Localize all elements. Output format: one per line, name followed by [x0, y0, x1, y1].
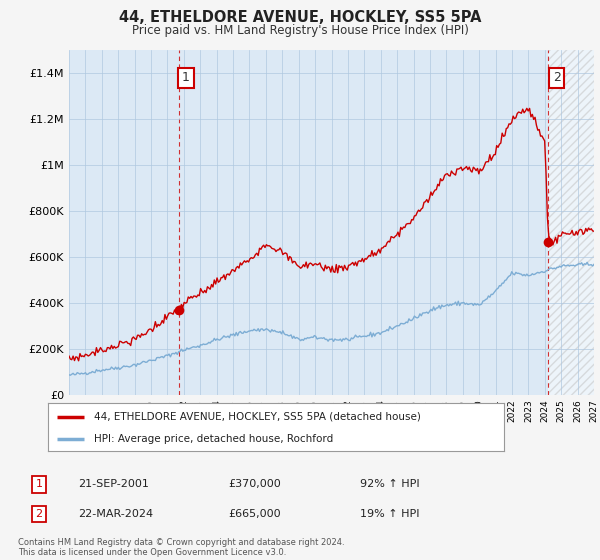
Text: £370,000: £370,000	[228, 479, 281, 489]
Text: 21-SEP-2001: 21-SEP-2001	[78, 479, 149, 489]
Text: £665,000: £665,000	[228, 509, 281, 519]
Text: 92% ↑ HPI: 92% ↑ HPI	[360, 479, 419, 489]
Bar	[548, 50, 594, 395]
Text: 44, ETHELDORE AVENUE, HOCKLEY, SS5 5PA (detached house): 44, ETHELDORE AVENUE, HOCKLEY, SS5 5PA (…	[94, 412, 421, 422]
Text: 19% ↑ HPI: 19% ↑ HPI	[360, 509, 419, 519]
Text: 2: 2	[35, 509, 43, 519]
Text: 1: 1	[35, 479, 43, 489]
Text: 22-MAR-2024: 22-MAR-2024	[78, 509, 153, 519]
Bar	[548, 50, 594, 395]
Text: Price paid vs. HM Land Registry's House Price Index (HPI): Price paid vs. HM Land Registry's House …	[131, 24, 469, 37]
Text: Contains HM Land Registry data © Crown copyright and database right 2024.
This d: Contains HM Land Registry data © Crown c…	[18, 538, 344, 557]
Text: 1: 1	[182, 72, 190, 85]
Text: 2: 2	[553, 72, 560, 85]
Text: 44, ETHELDORE AVENUE, HOCKLEY, SS5 5PA: 44, ETHELDORE AVENUE, HOCKLEY, SS5 5PA	[119, 10, 481, 25]
Text: HPI: Average price, detached house, Rochford: HPI: Average price, detached house, Roch…	[94, 434, 333, 444]
